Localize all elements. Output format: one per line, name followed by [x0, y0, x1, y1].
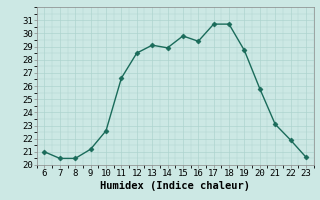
- X-axis label: Humidex (Indice chaleur): Humidex (Indice chaleur): [100, 181, 250, 191]
